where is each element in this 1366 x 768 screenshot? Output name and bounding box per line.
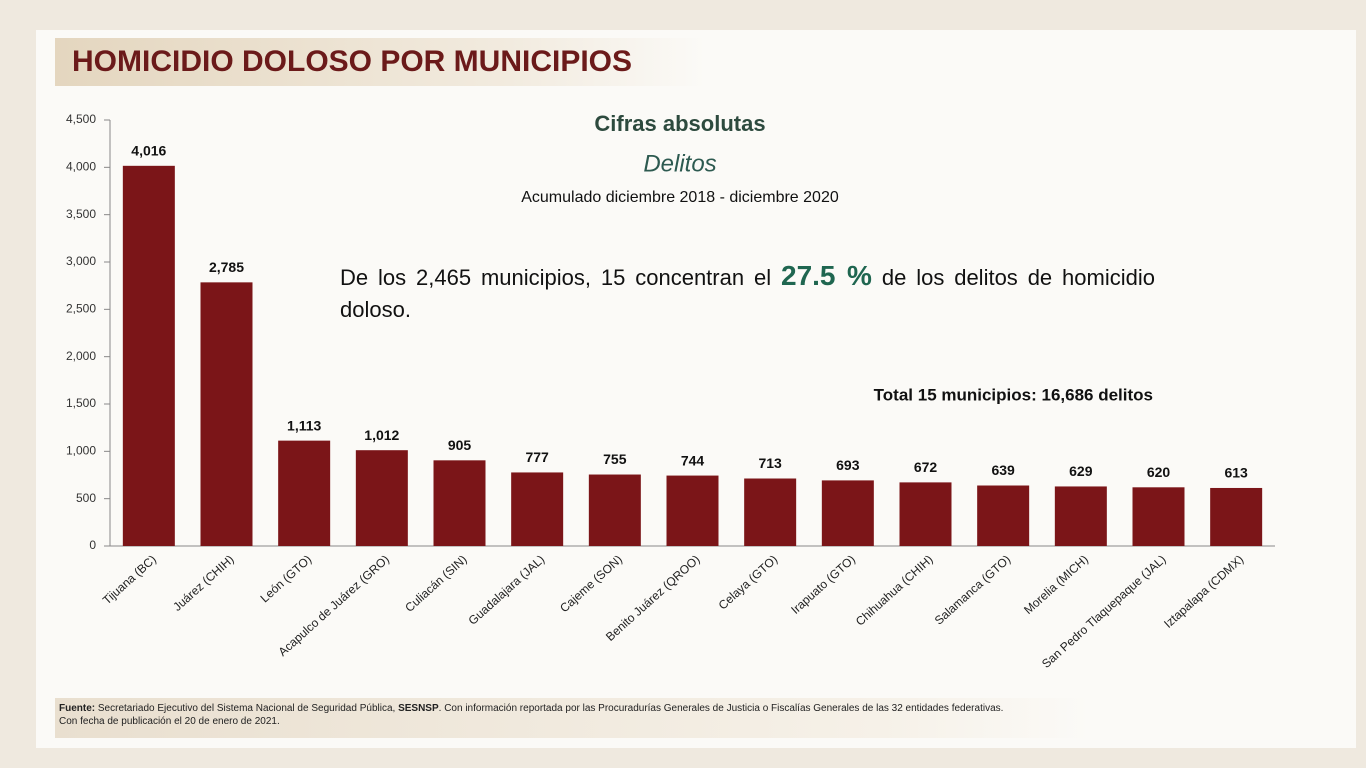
publication-date: Con fecha de publicación el 20 de enero … (59, 716, 280, 727)
bar (278, 440, 331, 546)
bar (1054, 486, 1107, 546)
source-text: Secretariado Ejecutivo del Sistema Nacio… (97, 703, 396, 714)
bar (200, 282, 253, 546)
source-text: . Con información reportada por las Proc… (438, 703, 1004, 714)
y-tick-label: 2,000 (66, 349, 96, 363)
x-tick-label: Celaya (GTO) (716, 552, 781, 612)
y-tick-label: 500 (76, 491, 96, 505)
panel (36, 30, 1356, 748)
bar (588, 474, 641, 546)
data-label: 613 (1224, 465, 1248, 481)
chart-subtitle: Delitos (643, 150, 716, 177)
bar (1132, 487, 1185, 546)
y-tick-label: 4,500 (66, 112, 96, 126)
x-tick-label: Chihuahua (CHIH) (853, 552, 936, 628)
bar (433, 460, 486, 546)
annotation-text: de los delitos de homicidio doloso. (340, 265, 1155, 322)
bar (899, 482, 952, 546)
y-tick-label: 2,500 (66, 302, 96, 316)
bar (666, 475, 719, 546)
x-tick-label: Morelia (MICH) (1021, 552, 1091, 617)
annotation: De los 2,465 municipios, 15 concentran e… (340, 260, 1155, 326)
y-tick-label: 0 (89, 538, 96, 552)
data-label: 713 (758, 455, 782, 471)
x-tick-label: Guadalajara (JAL) (466, 552, 548, 628)
data-label: 693 (836, 457, 860, 473)
data-label: 1,113 (287, 417, 321, 433)
y-tick-label: 1,500 (66, 396, 96, 410)
bar (744, 478, 797, 546)
bar (977, 485, 1030, 546)
x-tick-label: Culiacán (SIN) (402, 552, 469, 615)
bar (821, 480, 874, 546)
data-label: 639 (991, 462, 1015, 478)
data-label: 905 (448, 437, 472, 453)
data-label: 620 (1147, 464, 1171, 480)
data-label: 672 (914, 459, 938, 475)
source-bold: SESNSP (398, 703, 439, 714)
bar (355, 450, 408, 546)
page-title: HOMICIDIO DOLOSO POR MUNICIPIOS (72, 45, 633, 78)
chart-period: Acumulado diciembre 2018 - diciembre 202… (521, 189, 839, 206)
data-label: 629 (1069, 463, 1093, 479)
x-tick-label: San Pedro Tlaquepaque (JAL) (1039, 552, 1169, 671)
x-tick-label: Tijuana (BC) (100, 552, 159, 607)
y-tick-label: 1,000 (66, 444, 96, 458)
title-bar (55, 38, 705, 86)
data-label: 755 (603, 451, 627, 467)
bar (511, 472, 564, 546)
footer: Fuente: Secretariado Ejecutivo del Siste… (55, 698, 1089, 738)
data-label: 2,785 (209, 259, 244, 275)
annotation-highlight: 27.5 % (781, 260, 872, 291)
bar (122, 165, 175, 546)
x-tick-label: Salamanca (GTO) (932, 552, 1014, 627)
source-label: Fuente: (59, 703, 96, 714)
y-tick-label: 3,500 (66, 207, 96, 221)
x-tick-label: León (GTO) (258, 552, 315, 605)
data-label: 4,016 (131, 143, 166, 159)
y-tick-label: 3,000 (66, 254, 96, 268)
data-label: 1,012 (364, 427, 399, 443)
y-tick-label: 4,000 (66, 160, 96, 174)
bar (1210, 487, 1263, 546)
chart-title: Cifras absolutas (594, 111, 765, 136)
x-tick-label: Irapuato (GTO) (788, 552, 858, 617)
data-label: 777 (525, 449, 549, 465)
total-note: Total 15 municipios: 16,686 delitos (874, 385, 1153, 404)
x-tick-label: Cajeme (SON) (557, 552, 625, 615)
data-label: 744 (681, 452, 705, 468)
annotation-text: De los 2,465 municipios, 15 concentran e… (340, 265, 772, 290)
x-tick-label: Iztapalapa (CDMX) (1161, 552, 1246, 631)
x-tick-label: Juárez (CHIH) (170, 552, 236, 614)
